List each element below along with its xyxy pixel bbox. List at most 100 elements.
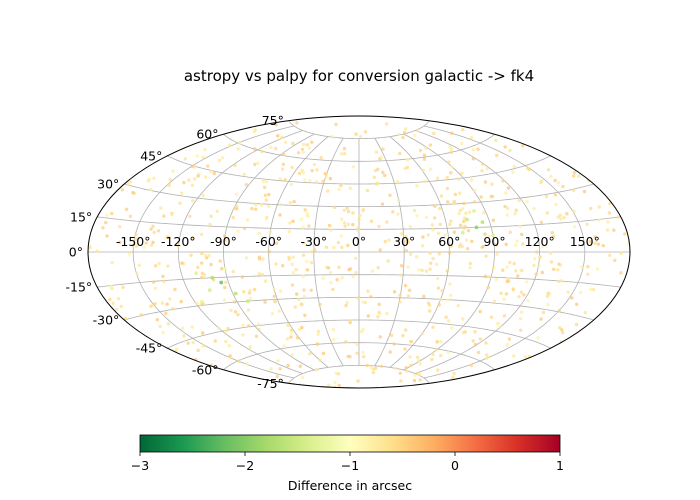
data-point-highlight — [219, 280, 224, 285]
data-point — [408, 252, 413, 257]
data-point — [351, 274, 355, 279]
data-point — [417, 358, 421, 363]
data-point — [293, 305, 297, 309]
data-point — [109, 284, 113, 289]
data-point — [346, 222, 351, 227]
data-point — [108, 297, 112, 302]
data-point — [561, 184, 565, 189]
data-point — [356, 228, 360, 233]
data-point — [88, 246, 92, 250]
data-point — [553, 193, 558, 197]
data-point — [537, 264, 541, 268]
data-point — [162, 279, 166, 284]
data-point — [501, 268, 505, 272]
data-point — [504, 292, 509, 296]
data-point — [505, 213, 509, 217]
data-point — [594, 240, 598, 245]
data-point — [356, 379, 360, 383]
data-point — [361, 209, 365, 213]
data-point — [240, 275, 245, 279]
data-point — [448, 145, 452, 149]
data-point — [292, 200, 296, 204]
data-point — [404, 365, 408, 370]
data-point — [201, 155, 205, 160]
data-point — [217, 158, 222, 162]
data-point — [512, 164, 517, 169]
data-point — [545, 294, 550, 298]
data-point — [570, 296, 574, 300]
data-point — [502, 314, 507, 318]
data-point — [507, 279, 511, 283]
data-point — [346, 354, 350, 359]
data-point — [149, 304, 153, 309]
data-point — [476, 350, 481, 355]
data-point — [399, 263, 404, 268]
lat-tick-label: 45° — [140, 148, 162, 163]
data-point — [586, 272, 590, 277]
data-point — [302, 294, 307, 299]
data-point — [178, 201, 182, 205]
data-point — [495, 252, 499, 256]
data-point — [422, 153, 427, 157]
data-point — [436, 231, 441, 236]
data-point — [436, 276, 440, 281]
data-point — [235, 207, 239, 211]
data-point — [180, 326, 185, 330]
data-point — [276, 359, 280, 363]
data-point — [473, 342, 478, 347]
data-point — [460, 244, 465, 249]
data-point — [280, 167, 285, 171]
lon-gridline — [374, 137, 405, 367]
data-point — [449, 219, 453, 223]
data-point — [453, 192, 458, 197]
data-point — [135, 272, 139, 276]
data-point — [557, 308, 561, 313]
data-point — [393, 366, 398, 370]
data-point — [236, 312, 240, 317]
data-point — [301, 150, 305, 154]
data-point — [144, 241, 148, 245]
data-point — [424, 269, 429, 273]
data-point — [526, 298, 530, 303]
data-point — [223, 285, 227, 290]
data-point — [514, 208, 518, 212]
data-point — [269, 367, 273, 371]
data-point — [244, 256, 249, 260]
data-point — [377, 224, 381, 229]
data-point — [223, 329, 228, 334]
data-point — [310, 249, 314, 254]
data-point — [151, 280, 156, 284]
lon-tick-label: 90° — [483, 234, 505, 249]
data-point — [111, 301, 115, 305]
data-point — [399, 379, 403, 383]
data-point — [123, 316, 128, 320]
data-point — [149, 187, 153, 192]
data-point — [522, 293, 526, 297]
lat-tick-label: -15° — [66, 280, 93, 295]
data-point — [340, 276, 344, 280]
data-point — [285, 323, 290, 328]
data-point — [506, 186, 511, 190]
data-point — [299, 302, 303, 306]
data-point — [435, 340, 439, 344]
data-point — [226, 326, 230, 331]
data-point — [445, 175, 449, 180]
data-point — [342, 152, 347, 156]
data-point — [191, 198, 195, 203]
data-point — [520, 242, 525, 246]
data-point — [118, 240, 122, 245]
data-point — [519, 310, 524, 314]
data-point — [291, 219, 295, 224]
data-point — [298, 364, 302, 368]
data-point — [486, 234, 491, 239]
data-point — [105, 213, 109, 217]
data-point — [446, 350, 451, 355]
data-point — [613, 258, 617, 263]
data-point — [309, 260, 314, 265]
data-point — [379, 364, 384, 368]
data-point — [224, 280, 228, 285]
data-point — [544, 194, 549, 199]
data-point — [166, 264, 170, 268]
data-point — [424, 215, 429, 220]
